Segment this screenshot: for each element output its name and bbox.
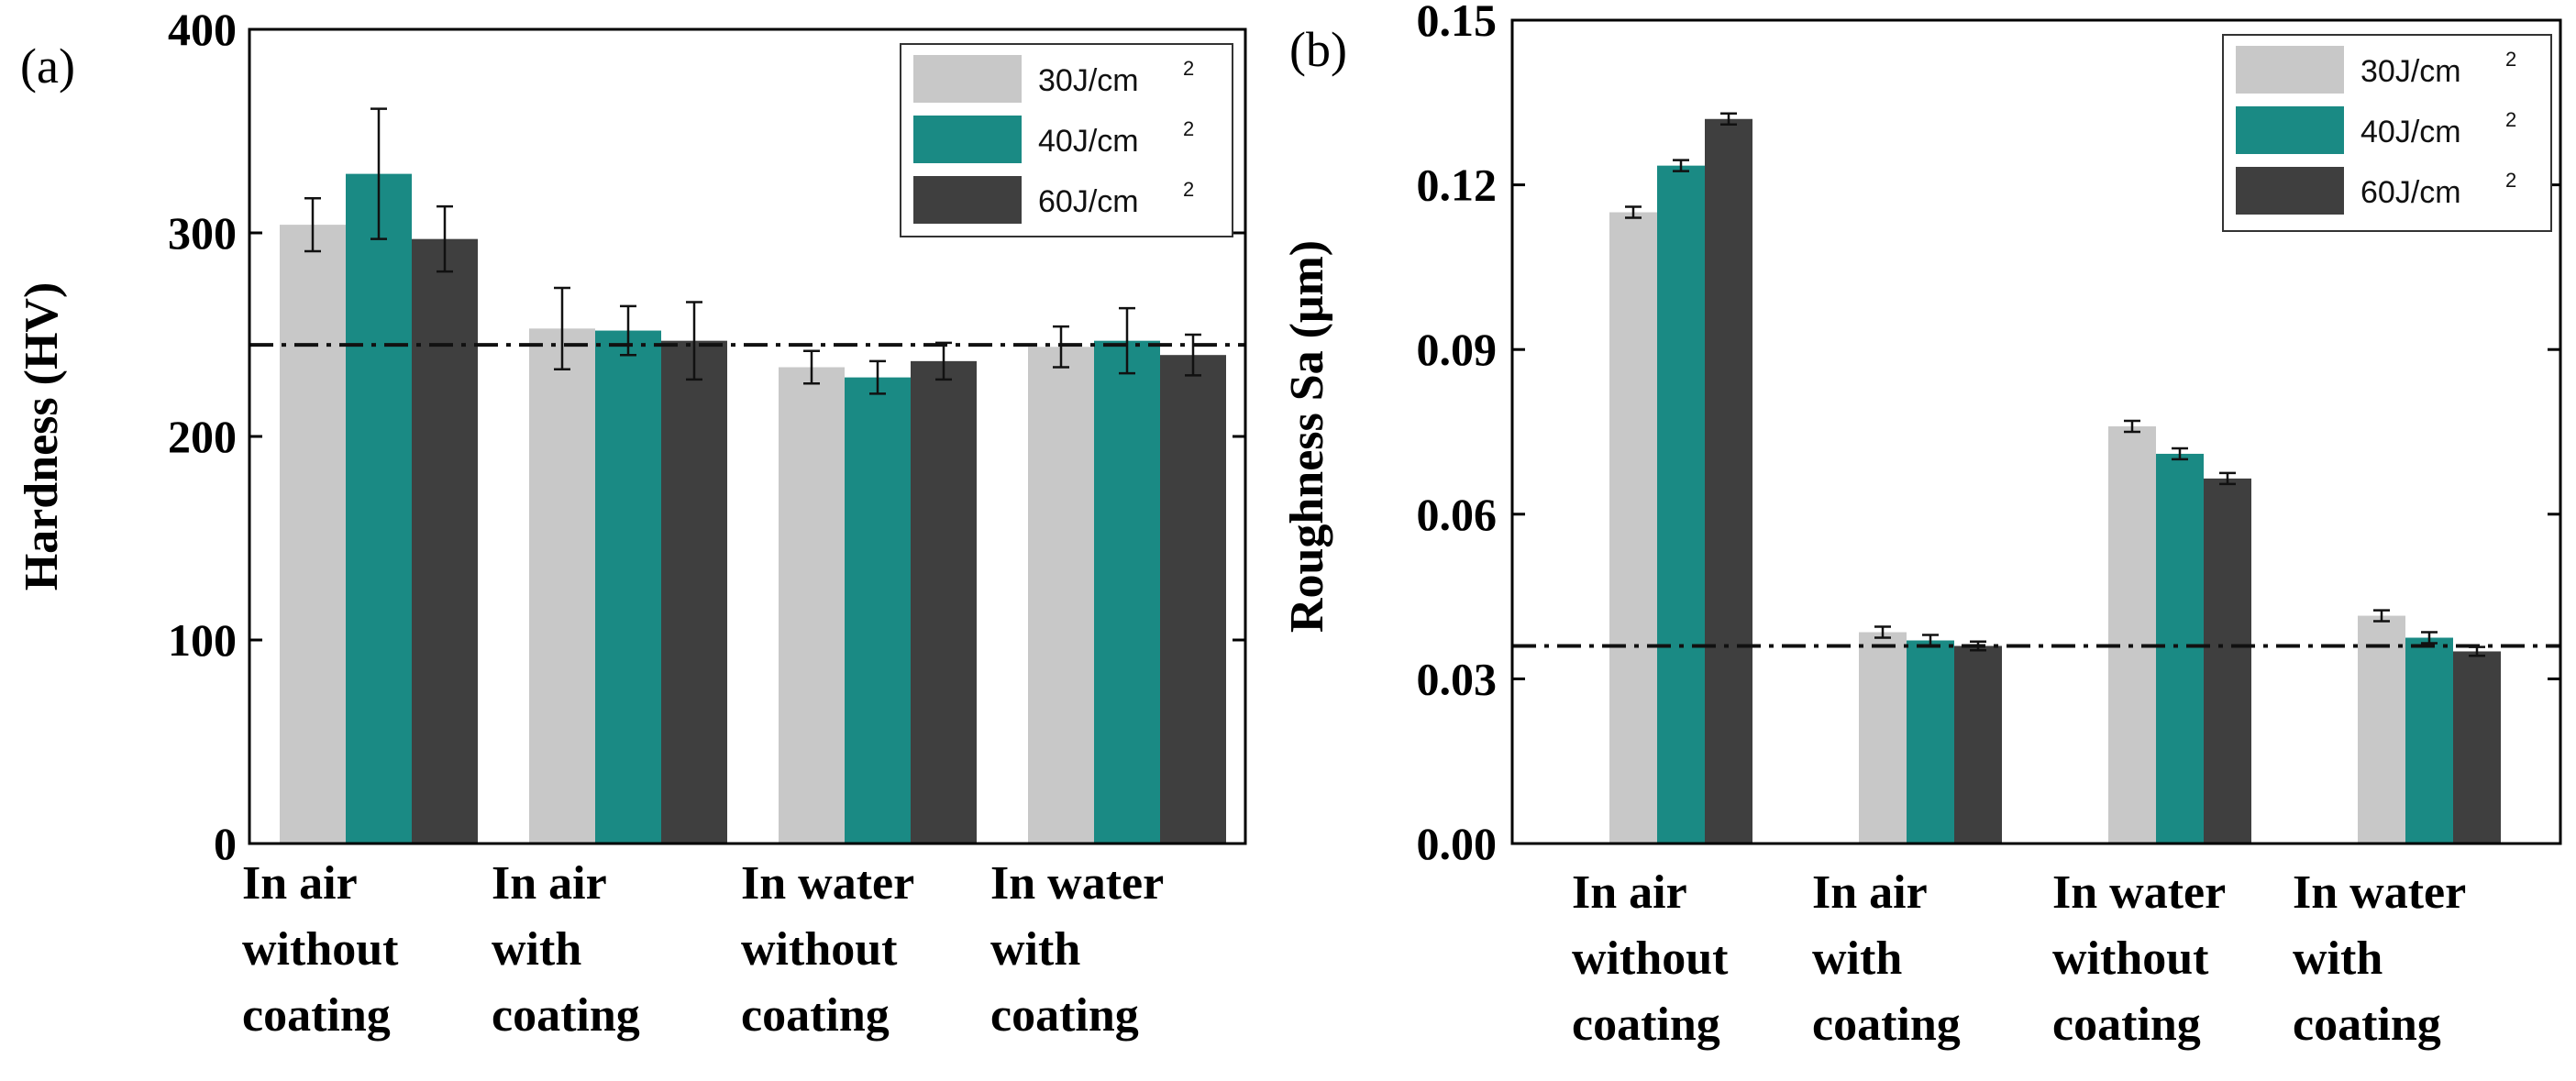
x-category-label: In water (2293, 866, 2466, 919)
legend-swatch (913, 55, 1022, 103)
legend-swatch (913, 116, 1022, 163)
legend: 30J/cm 2 40J/cm 2 60J/cm 2 (2222, 34, 2552, 232)
x-category-label: without (1572, 932, 1729, 985)
legend-label-superscript: 2 (2505, 169, 2516, 192)
x-category-label: In water (990, 857, 1164, 910)
x-category-label: coating (1812, 998, 1961, 1051)
bar (1954, 645, 2002, 844)
x-category-label: without (242, 923, 399, 976)
bar (529, 328, 595, 844)
bar (2358, 615, 2405, 844)
x-category-label: coating (2052, 998, 2201, 1051)
y-tick-label: 0.12 (1417, 160, 1498, 211)
x-category-label: with (2293, 932, 2383, 985)
x-category-label: In air (1812, 866, 1928, 919)
legend-swatch (913, 176, 1022, 224)
legend-swatch (2236, 167, 2344, 215)
bar (2156, 453, 2204, 844)
y-tick-label: 0.00 (1417, 818, 1498, 869)
x-category-label: without (2052, 932, 2209, 985)
bar (1160, 355, 1226, 844)
x-category-label: with (990, 923, 1080, 976)
legend-label: 40J/cm (2360, 115, 2461, 149)
bar (1094, 340, 1160, 844)
bar (2204, 478, 2251, 844)
y-axis-title: Roughness Sa (μm) (1281, 240, 1333, 633)
legend-label: 30J/cm (1038, 63, 1139, 98)
legend-label-superscript: 2 (2505, 108, 2516, 131)
x-category-label: In air (242, 857, 358, 910)
bar (1705, 118, 1752, 844)
y-tick-label: 0.15 (1417, 0, 1498, 46)
x-category-label: In air (1572, 866, 1687, 919)
legend-label: 30J/cm (2360, 54, 2461, 89)
legend-swatch (2236, 46, 2344, 94)
bar (1859, 632, 1907, 844)
x-category-label: with (492, 923, 581, 976)
bar (1907, 640, 1954, 844)
bar (845, 377, 911, 844)
legend: 30J/cm 2 40J/cm 2 60J/cm 2 (900, 43, 1233, 237)
x-category-label: coating (242, 989, 391, 1042)
bar (1657, 165, 1705, 844)
bar (280, 225, 346, 844)
bar (661, 340, 727, 844)
legend-label-superscript: 2 (1183, 117, 1194, 140)
x-category-label: without (741, 923, 898, 976)
bar (1028, 347, 1094, 844)
legend-label-superscript: 2 (1183, 178, 1194, 201)
y-tick-label: 0 (214, 818, 237, 869)
legend-label-superscript: 2 (2505, 48, 2516, 71)
panel-label: (a) (20, 39, 75, 94)
legend-label: 60J/cm (1038, 184, 1139, 219)
bar (412, 238, 478, 844)
x-category-label: In water (741, 857, 914, 910)
x-category-label: coating (741, 989, 890, 1042)
panel-label: (b) (1289, 22, 1347, 77)
x-category-label: coating (2293, 998, 2441, 1051)
bar (779, 367, 845, 844)
chart-panel-a: (a) Hardness (HV) 0 100 200 300 400 In air witho… (16, 4, 1247, 1042)
bar (346, 173, 412, 844)
bar (2405, 637, 2453, 844)
bar (911, 360, 977, 844)
bar (2453, 651, 2501, 844)
y-tick-label: 200 (168, 411, 237, 462)
y-tick-label: 0.06 (1417, 489, 1498, 540)
y-axis-title: Hardness (HV) (16, 282, 68, 591)
y-tick-label: 0.03 (1417, 653, 1498, 704)
x-category-label: coating (492, 989, 640, 1042)
plot-frame (1510, 18, 2562, 845)
y-tick-label: 100 (168, 614, 237, 666)
y-tick-label: 300 (168, 207, 237, 259)
y-tick-label: 400 (168, 4, 237, 55)
bar (1609, 212, 1657, 844)
x-category-label: In air (492, 857, 607, 910)
legend-label-superscript: 2 (1183, 57, 1194, 80)
x-category-label: coating (1572, 998, 1720, 1051)
x-category-label: with (1812, 932, 1902, 985)
legend-swatch (2236, 106, 2344, 154)
bar (2108, 426, 2156, 844)
x-category-label: In water (2052, 866, 2226, 919)
legend-label: 60J/cm (2360, 175, 2461, 210)
x-category-label: coating (990, 989, 1139, 1042)
legend-label: 40J/cm (1038, 124, 1139, 159)
chart-panel-b: (b) Roughness Sa (μm) 0.00 0.03 0.06 0.09 0.12… (1281, 0, 2562, 1051)
bar (595, 330, 661, 844)
plot-frame (248, 28, 1247, 845)
y-tick-label: 0.09 (1417, 324, 1498, 375)
